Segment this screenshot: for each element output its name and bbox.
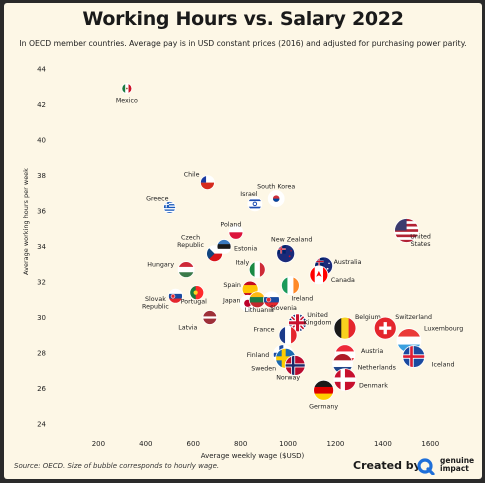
data-point: Ireland	[281, 276, 313, 303]
data-point: Israel	[240, 191, 263, 212]
data-point: Slovak Republic	[142, 288, 183, 311]
point-label: New Zealand	[271, 237, 312, 244]
y-tick-label: 40	[37, 137, 46, 145]
x-tick-label: 200	[92, 440, 105, 448]
point-label: Canada	[331, 277, 355, 284]
created-by-label: Created by	[353, 459, 421, 472]
data-point: Greece	[146, 195, 176, 214]
y-tick-label: 42	[37, 101, 46, 109]
data-point: United Kingdom	[288, 312, 332, 333]
point-label: Latvia	[178, 325, 197, 332]
point-label: Netherlands	[358, 365, 396, 372]
brand-line-1: genuine	[440, 456, 475, 465]
point-label: Hungary	[147, 262, 174, 269]
data-point: Slovenia	[263, 291, 297, 312]
point-label: Luxembourg	[424, 326, 463, 333]
point-label: Israel	[240, 191, 257, 198]
x-tick-label: 1200	[327, 440, 345, 448]
x-tick-label: 1000	[279, 440, 297, 448]
y-tick-label: 38	[37, 172, 46, 180]
data-point: Italy	[236, 260, 266, 278]
x-tick-label: 600	[187, 440, 200, 448]
data-point: France	[254, 325, 298, 345]
point-label: Slovenia	[270, 305, 297, 312]
point-label: Mexico	[116, 98, 138, 105]
data-point: Canada	[309, 265, 355, 285]
source-note: Source: OECD. Size of bubble corresponds…	[14, 462, 220, 470]
point-label: Japan	[222, 297, 241, 304]
y-tick-label: 44	[37, 66, 46, 74]
point-label: Denmark	[359, 383, 388, 390]
point-label: France	[254, 326, 275, 333]
data-point: Czech Republic	[177, 235, 223, 263]
point-label: Slovak Republic	[142, 296, 169, 311]
brand-name: genuine impact	[440, 457, 482, 473]
scatter-chart: 24 26 28 30 32 34 36 38 40 42 44 200 400 600 800 1000 12…	[22, 66, 463, 461]
data-point: Chile	[184, 172, 215, 191]
y-tick-label: 36	[37, 208, 46, 216]
y-tick-label: 26	[37, 385, 46, 393]
point-label: United Kingdom	[304, 312, 332, 327]
x-tick-label: 400	[139, 440, 152, 448]
point-label: Germany	[309, 403, 338, 410]
y-axis-label: Average working hours per week	[22, 168, 30, 275]
data-point: Switzerland	[373, 314, 432, 340]
point-label: Australia	[334, 259, 362, 266]
point-label: Greece	[146, 195, 169, 202]
chart-title: Working Hours vs. Salary 2022	[82, 8, 404, 30]
point-label: Ireland	[291, 296, 313, 303]
data-point: Denmark	[333, 368, 388, 392]
x-tick-label: 800	[234, 440, 247, 448]
point-label: Iceland	[432, 362, 455, 369]
point-label: South Korea	[257, 184, 295, 191]
y-tick-label: 30	[37, 314, 46, 322]
point-label: Chile	[184, 172, 200, 179]
data-point: Norway	[276, 355, 306, 381]
y-tick-label: 24	[37, 421, 46, 429]
data-point: Poland	[220, 221, 244, 240]
y-tick-label: 32	[37, 279, 46, 287]
x-axis-label: Average weekly wage ($USD)	[201, 452, 305, 460]
y-tick-label: 34	[37, 243, 46, 251]
brand-line-2: impact	[440, 464, 469, 473]
data-point: New Zealand	[271, 237, 312, 264]
y-tick-label: 28	[37, 350, 46, 358]
x-tick-label: 1600	[421, 440, 439, 448]
point-label: Austria	[361, 348, 383, 355]
point-label: Lithuania	[245, 307, 274, 314]
point-label: Czech Republic	[177, 235, 204, 250]
chart-subtitle: In OECD member countries. Average pay is…	[19, 39, 467, 48]
data-point: Belgium	[333, 314, 381, 340]
chart-card: 24 26 28 30 32 34 36 38 40 42 44 200 400 600 800 1000 12…	[4, 3, 482, 479]
point-label: United States	[410, 234, 431, 249]
data-point: Germany	[309, 379, 338, 410]
point-label: Norway	[276, 374, 300, 381]
data-point: Estonia	[216, 239, 257, 254]
point-label: Belgium	[355, 314, 381, 321]
point-label: Sweden	[251, 365, 276, 372]
point-label: Estonia	[234, 246, 257, 253]
point-label: Portugal	[181, 299, 207, 306]
data-point: Mexico	[116, 83, 138, 105]
genuine-impact-logo-icon	[417, 458, 435, 475]
data-point: United States	[394, 218, 431, 249]
point-label: Finland	[247, 352, 270, 359]
data-point: Latvia	[178, 310, 218, 332]
point-label: Italy	[236, 260, 250, 267]
data-point: South Korea	[257, 184, 295, 207]
point-label: Poland	[220, 221, 241, 228]
data-point: Portugal	[181, 285, 207, 306]
point-label: Spain	[223, 282, 241, 289]
x-tick-label: 1400	[374, 440, 392, 448]
point-label: Switzerland	[395, 314, 432, 321]
data-point: Iceland	[402, 345, 455, 369]
data-point: Hungary	[147, 261, 195, 278]
